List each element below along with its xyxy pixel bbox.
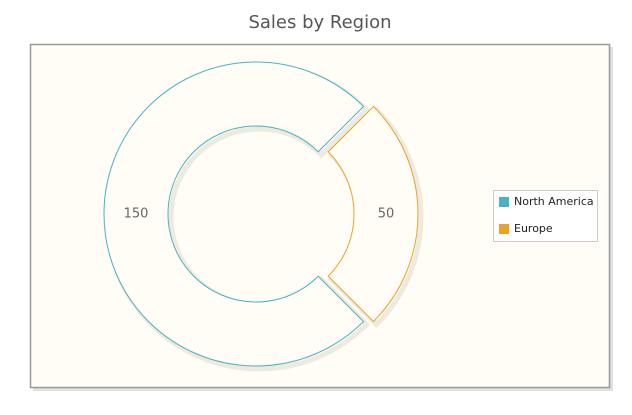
chart-title: Sales by Region bbox=[248, 12, 391, 33]
slices: 150 50 bbox=[103, 61, 424, 372]
legend-swatch bbox=[499, 224, 509, 234]
legend-box bbox=[493, 190, 598, 242]
data-label: 50 bbox=[378, 207, 395, 222]
data-label: 150 bbox=[124, 207, 149, 222]
slice bbox=[103, 61, 365, 367]
legend-label: Europe bbox=[514, 222, 553, 235]
slice bbox=[327, 105, 419, 323]
legend-label: North America bbox=[514, 195, 594, 208]
legend-swatch bbox=[499, 197, 509, 207]
legend: North America Europe bbox=[493, 190, 598, 242]
